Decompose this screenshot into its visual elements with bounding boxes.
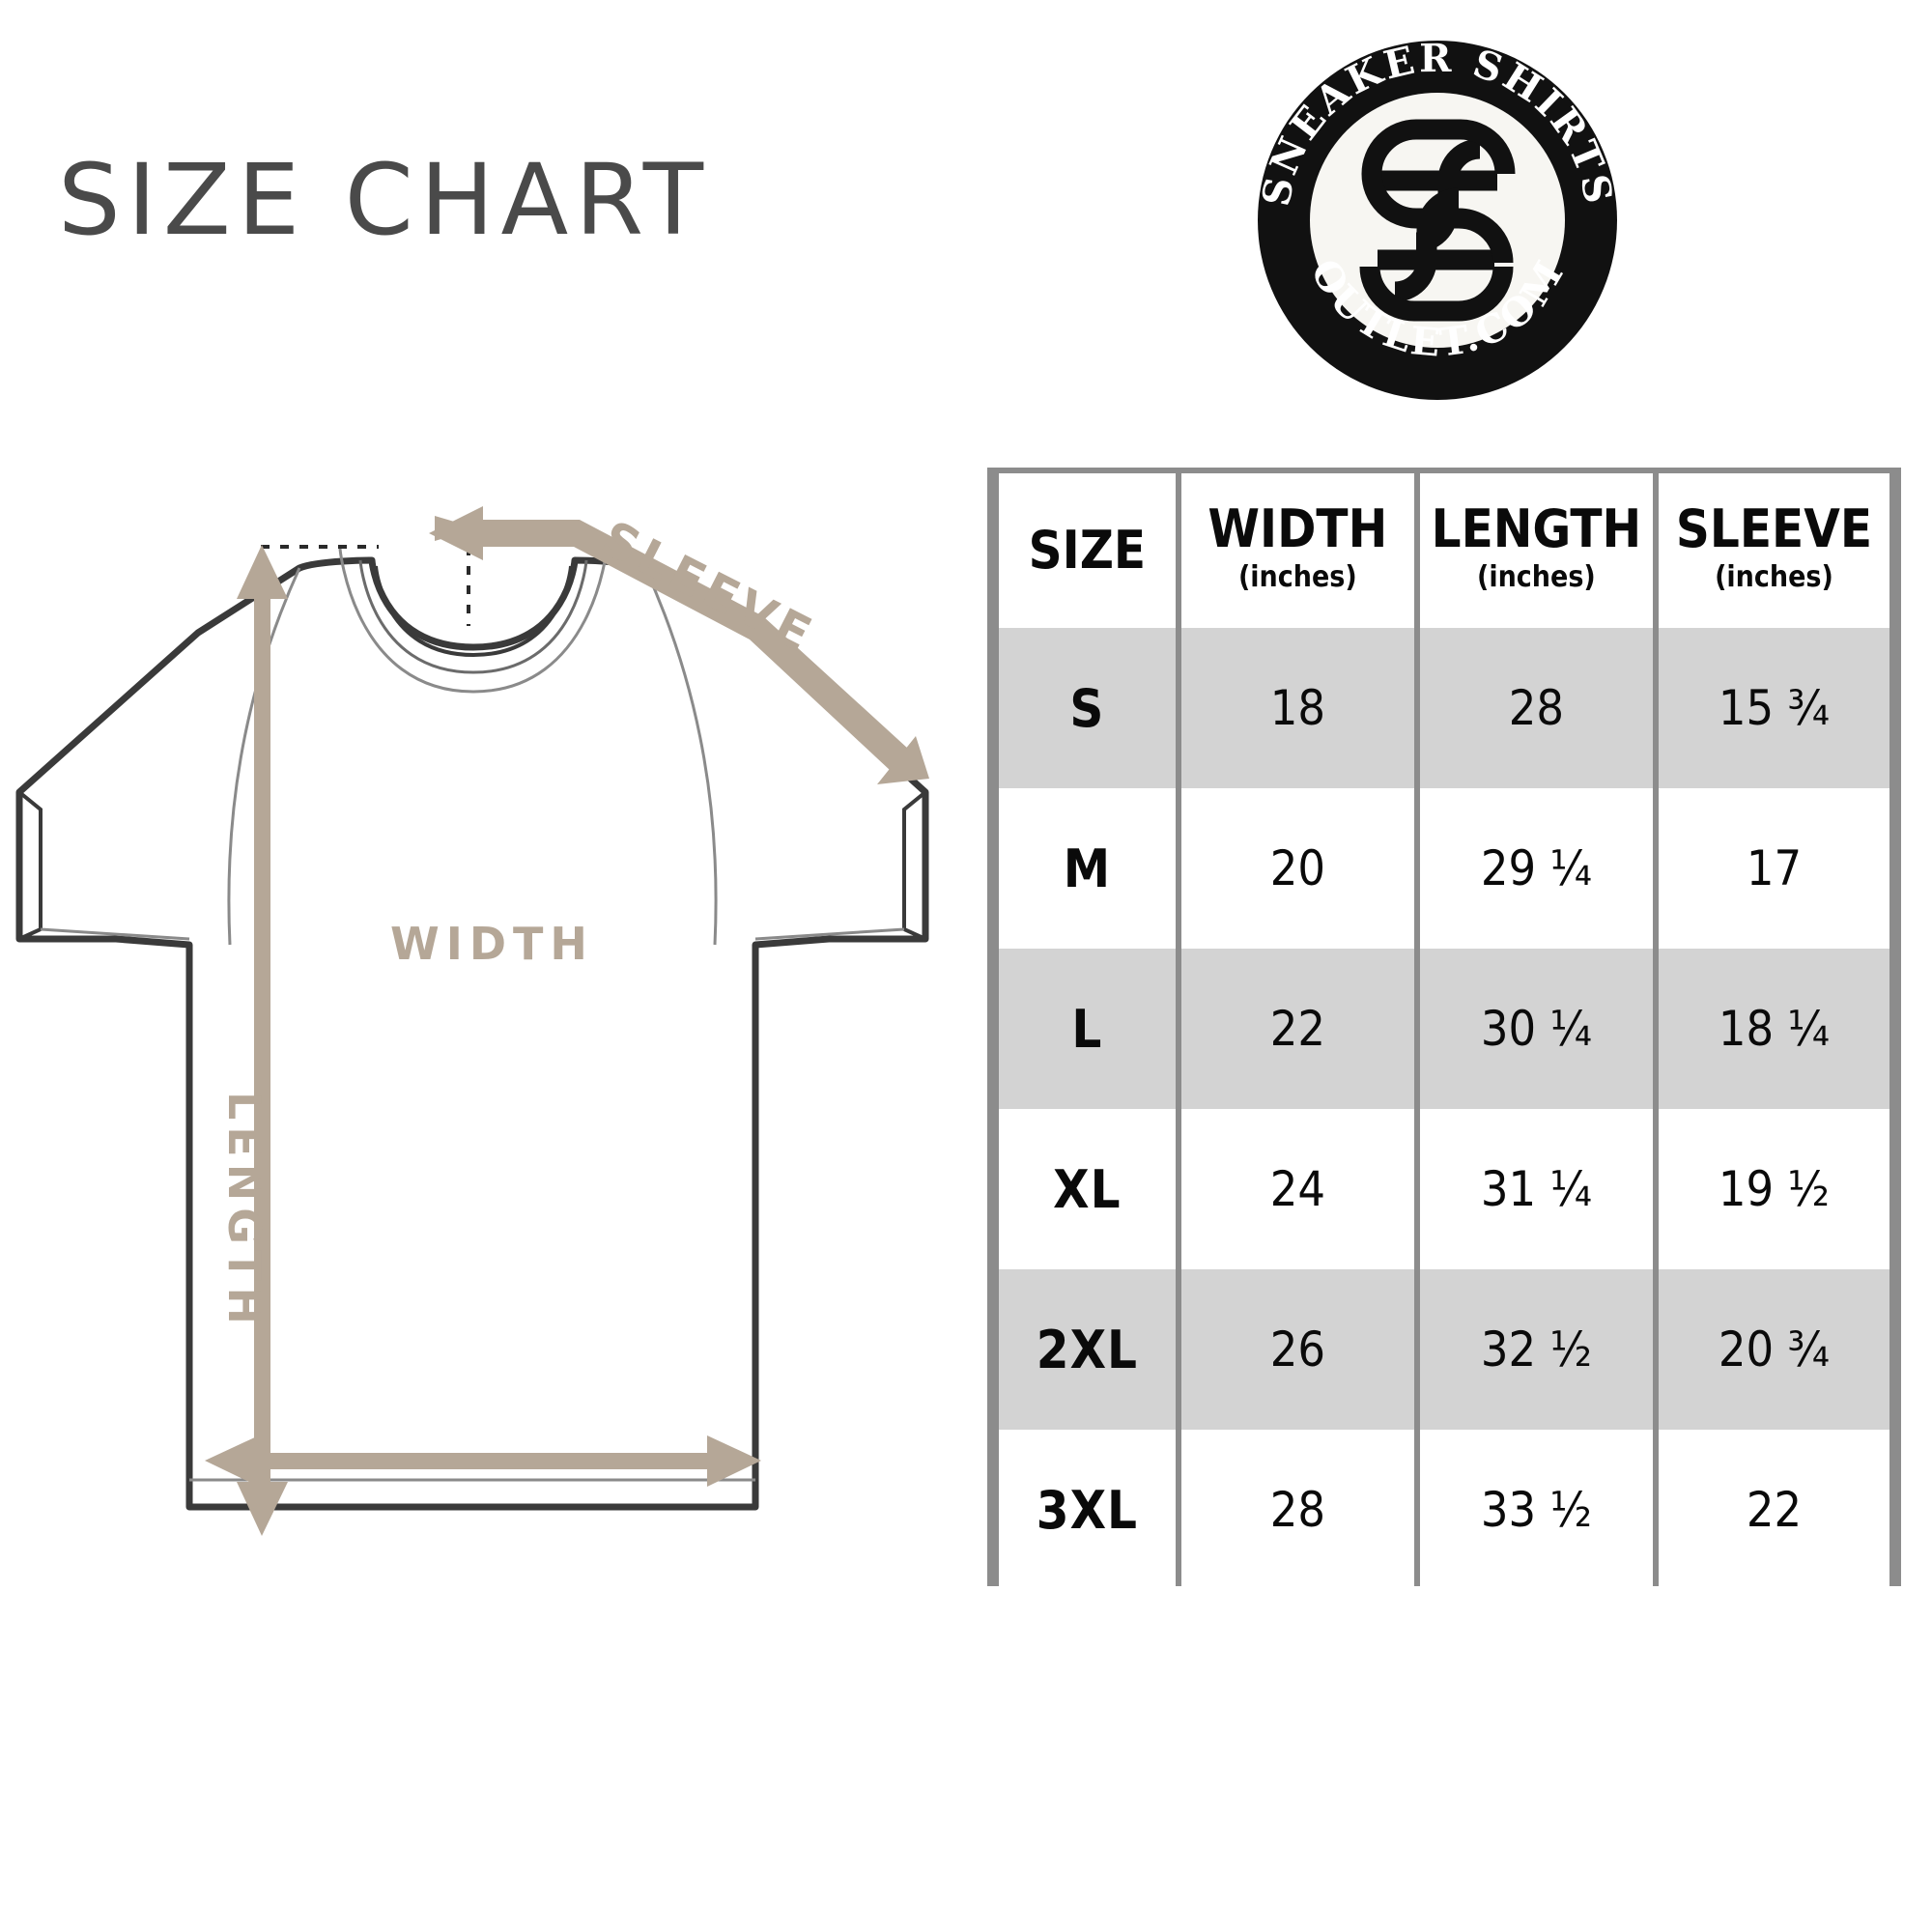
page-title: SIZE CHART: [58, 143, 711, 258]
column-header-sleeve-sub: (inches): [1715, 559, 1833, 594]
cell-width: 18: [1180, 628, 1414, 788]
guide-lines: [261, 545, 470, 626]
length-dimension-label: LENGTH: [218, 1092, 270, 1332]
cell-width: 20: [1180, 788, 1414, 949]
table-row: S 18 28 15 ¾: [999, 628, 1889, 788]
cell-width: 28: [1180, 1430, 1414, 1590]
cell-sleeve: 20 ¾: [1658, 1269, 1889, 1430]
cell-sleeve: 22: [1658, 1430, 1889, 1590]
cell-size: L: [999, 949, 1176, 1109]
column-header-size: SIZE: [999, 473, 1176, 628]
table-row: XL 24 31 ¼ 19 ½: [999, 1109, 1889, 1269]
cell-length: 33 ½: [1419, 1430, 1653, 1590]
length-arrow: [237, 545, 288, 1536]
cell-length: 28: [1419, 628, 1653, 788]
size-table: SIZE WIDTH (inches) LENGTH (inches) SLEE…: [993, 473, 1895, 1590]
width-dimension-label: WIDTH: [390, 918, 594, 970]
width-arrow: [205, 1435, 761, 1487]
table-header-row: SIZE WIDTH (inches) LENGTH (inches) SLEE…: [999, 473, 1889, 628]
column-header-sleeve-main: SLEEVE: [1675, 497, 1873, 559]
cell-sleeve: 18 ¼: [1658, 949, 1889, 1109]
size-table-container: SIZE WIDTH (inches) LENGTH (inches) SLEE…: [987, 468, 1901, 1590]
sleeve-arrow: [384, 506, 929, 784]
table-row: 3XL 28 33 ½ 22: [999, 1430, 1889, 1590]
cell-size: S: [999, 628, 1176, 788]
brand-logo: SNEAKER SHIRTS OUTLET.COM: [1244, 27, 1631, 413]
cell-length: 30 ¼: [1419, 949, 1653, 1109]
table-row: L 22 30 ¼ 18 ¼: [999, 949, 1889, 1109]
cell-sleeve: 15 ¾: [1658, 628, 1889, 788]
cell-width: 26: [1180, 1269, 1414, 1430]
cell-size: 3XL: [999, 1430, 1176, 1590]
column-header-size-main: SIZE: [1028, 520, 1147, 581]
column-header-length-main: LENGTH: [1431, 497, 1642, 559]
column-header-width-main: WIDTH: [1208, 497, 1388, 559]
tshirt-diagram: [0, 502, 966, 1623]
cell-size: XL: [999, 1109, 1176, 1269]
tshirt-outline: [15, 548, 929, 1511]
cell-size: 2XL: [999, 1269, 1176, 1430]
column-header-length-sub: (inches): [1477, 559, 1596, 594]
column-header-width-sub: (inches): [1237, 559, 1357, 594]
logo-monogram: [1359, 119, 1516, 322]
column-header-length: LENGTH (inches): [1419, 473, 1653, 628]
column-header-width: WIDTH (inches): [1180, 473, 1414, 628]
cell-size: M: [999, 788, 1176, 949]
table-row: M 20 29 ¼ 17: [999, 788, 1889, 949]
column-header-sleeve: SLEEVE (inches): [1658, 473, 1889, 628]
cell-length: 29 ¼: [1419, 788, 1653, 949]
cell-length: 32 ½: [1419, 1269, 1653, 1430]
cell-sleeve: 17: [1658, 788, 1889, 949]
cell-length: 31 ¼: [1419, 1109, 1653, 1269]
cell-width: 22: [1180, 949, 1414, 1109]
table-row: 2XL 26 32 ½ 20 ¾: [999, 1269, 1889, 1430]
cell-width: 24: [1180, 1109, 1414, 1269]
cell-sleeve: 19 ½: [1658, 1109, 1889, 1269]
